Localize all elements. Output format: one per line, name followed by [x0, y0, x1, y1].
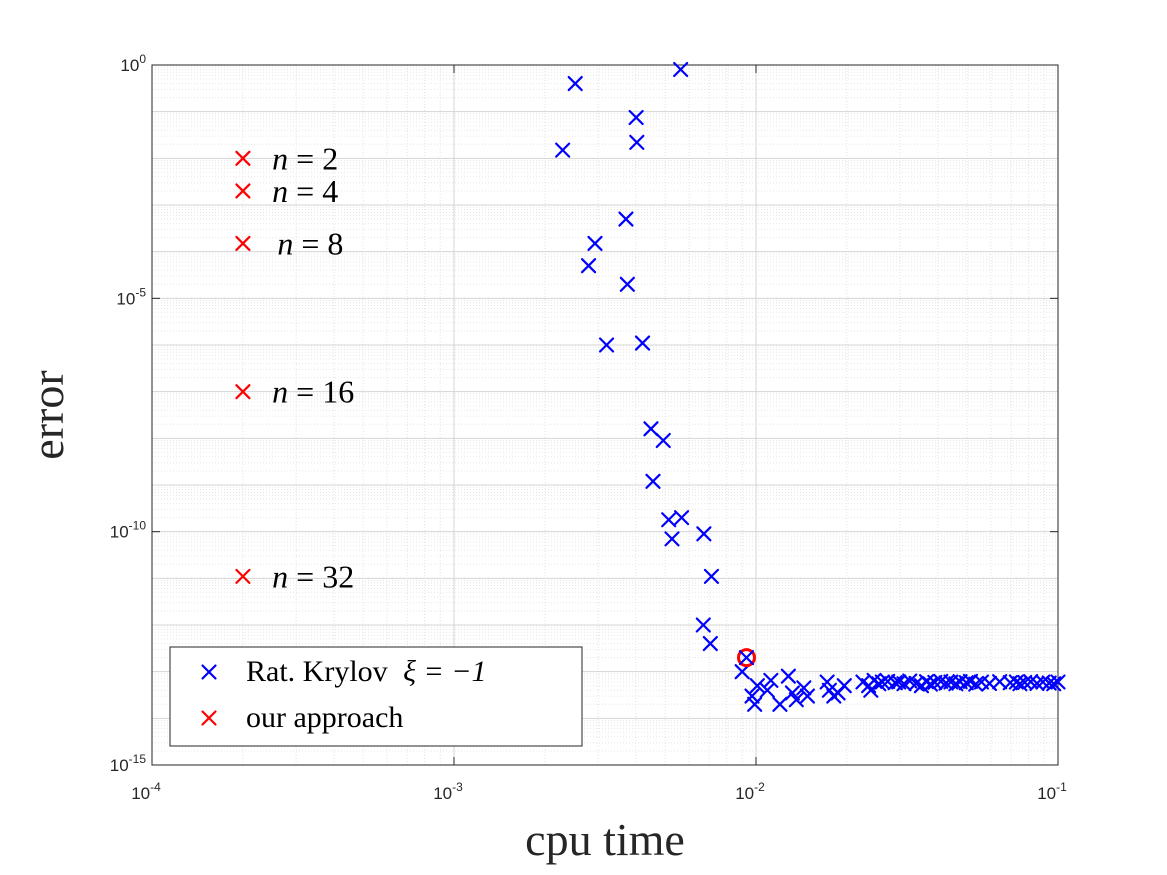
x-tick-label: 10-3: [433, 780, 463, 803]
annotation-label: n = 4: [272, 173, 338, 209]
data-points: [235, 61, 1066, 712]
rat-krylov-point: [784, 685, 801, 701]
ticks: [151, 64, 1059, 766]
rat-krylov-point: [555, 142, 571, 158]
x-tick-label: 10-1: [1037, 780, 1067, 803]
y-tick-label: 10-15: [110, 752, 147, 775]
rat-krylov-point: [799, 688, 816, 704]
rat-krylov-point: [772, 696, 788, 712]
rat-krylov-point: [1017, 674, 1033, 690]
rat-krylov-point: [702, 635, 718, 652]
our-approach-point: [235, 384, 251, 400]
legend-marker-cross: [201, 664, 217, 680]
annotation-label: n = 8: [277, 225, 343, 261]
rat-krylov-point: [619, 276, 635, 292]
legend-label-rat-krylov: Rat. Krylov ξ = −1: [246, 655, 487, 688]
annotation-label: n = 2: [272, 140, 338, 176]
annotations: n = 2n = 4 n = 8 n = 16 n = 32: [272, 140, 354, 594]
y-tick-label: 100: [120, 52, 146, 75]
legend-box: [169, 646, 583, 747]
rat-krylov-point: [780, 668, 796, 684]
legend-marker-cross: [201, 710, 217, 726]
x-axis-title: cpu time: [525, 814, 685, 865]
rat-krylov-point: [696, 526, 712, 542]
y-axis-title: error: [22, 370, 73, 459]
rat-krylov-point: [634, 335, 651, 351]
rat-krylov-point: [598, 337, 615, 353]
rat-krylov-point: [587, 235, 603, 252]
x-tick-labels: 10-4 10-3 10-2 10-1: [131, 780, 1067, 803]
rat-krylov-point: [655, 432, 671, 449]
rat-krylov-point: [1046, 676, 1062, 692]
rat-krylov-point: [747, 696, 763, 712]
rat-krylov-point: [836, 678, 852, 694]
annotation-label: n = 16: [272, 374, 354, 410]
rat-krylov-point: [643, 421, 659, 437]
legend-marker-rat-krylov: [201, 664, 217, 680]
rat-krylov-point: [645, 473, 661, 489]
rat-krylov-point: [927, 674, 943, 690]
y-tick-label: 10-5: [116, 285, 146, 308]
rat-krylov-point: [788, 692, 804, 708]
our-approach-point: [235, 150, 251, 166]
rat-krylov-point: [759, 682, 775, 698]
rat-krylov-point: [580, 258, 597, 274]
our-approach-point: [235, 183, 251, 199]
legend: Rat. Krylov ξ = −1 our approach: [169, 646, 583, 747]
rat-krylov-point: [664, 531, 680, 547]
rat-krylov-point: [673, 61, 689, 78]
rat-krylov-point: [628, 109, 644, 126]
rat-krylov-point: [703, 568, 720, 585]
highlight-point: [738, 650, 755, 666]
annotation-label: n = 32: [272, 558, 354, 594]
rat-krylov-point: [661, 512, 677, 528]
x-tick-label: 10-2: [735, 780, 765, 803]
rat-krylov-point: [567, 75, 583, 92]
legend-label-rat-krylov-text: Rat. Krylov: [246, 655, 388, 688]
rat-krylov-point: [749, 678, 765, 694]
y-tick-label: 10-10: [110, 519, 147, 542]
x-tick-label: 10-4: [131, 780, 161, 803]
rat-krylov-point: [763, 672, 779, 688]
legend-marker-our-approach: [201, 710, 217, 726]
rat-krylov-point: [618, 211, 634, 227]
our-approach-point: [235, 568, 251, 585]
legend-label-our-approach: our approach: [246, 701, 403, 734]
rat-krylov-point: [695, 617, 711, 633]
legend-label-rat-krylov-math: ξ = −1: [403, 655, 486, 688]
rat-krylov-point: [1050, 674, 1066, 690]
rat-krylov-point: [744, 688, 760, 704]
rat-krylov-point: [871, 676, 887, 692]
highlight-circle: [736, 648, 756, 668]
axes-box: [151, 64, 1059, 766]
grid: [152, 65, 1058, 765]
rat-krylov-point: [796, 680, 812, 696]
rat-krylov-point: [734, 664, 750, 680]
rat-krylov-point: [874, 674, 890, 690]
rat-krylov-point: [673, 510, 690, 526]
y-tick-labels: 100 10-5 10-10 10-15: [110, 52, 147, 775]
our-approach-point: [235, 235, 251, 252]
rat-krylov-point: [629, 134, 645, 150]
